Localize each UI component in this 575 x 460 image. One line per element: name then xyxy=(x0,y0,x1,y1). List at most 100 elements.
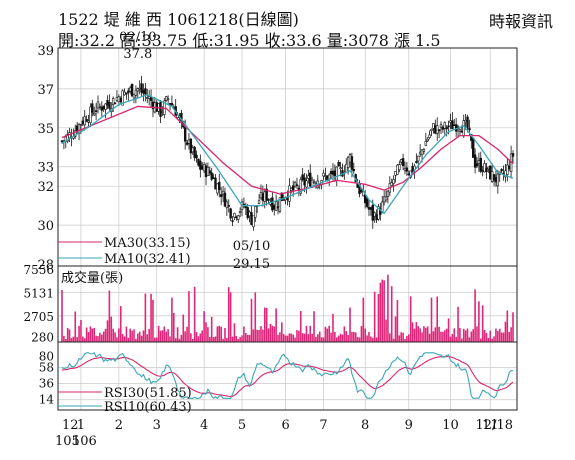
candle-body xyxy=(290,187,293,191)
candle-body xyxy=(87,120,90,123)
price-y-tick: 33 xyxy=(37,161,54,176)
candle-body xyxy=(250,212,253,225)
volume-bar xyxy=(235,336,238,342)
candle-body xyxy=(166,98,170,101)
volume-bar xyxy=(311,333,313,342)
x-axis-month-label: 6 xyxy=(281,418,289,433)
volume-bar xyxy=(85,327,88,342)
volume-bar xyxy=(269,323,272,342)
candle-body xyxy=(165,96,168,101)
candle-body xyxy=(371,204,374,221)
volume-bar xyxy=(136,333,139,342)
volume-bar xyxy=(288,333,291,342)
candle-body xyxy=(257,200,261,204)
ma10-legend-open: ( xyxy=(143,252,148,267)
volume-bar xyxy=(131,330,133,342)
x-axis-month-label: 8 xyxy=(361,418,369,433)
volume-bar xyxy=(197,336,200,342)
volume-bar xyxy=(320,337,323,342)
volume-bar xyxy=(112,328,114,342)
volume-bar xyxy=(489,330,492,342)
volume-bar xyxy=(237,339,240,342)
volume-bar xyxy=(353,331,355,342)
candle-body xyxy=(235,216,238,219)
volume-bar xyxy=(317,334,319,342)
volume-bar xyxy=(313,311,315,342)
volume-bar xyxy=(476,326,478,342)
volume-bar xyxy=(487,338,490,342)
volume-bar xyxy=(118,328,120,342)
volume-bar xyxy=(262,329,264,342)
candle-body xyxy=(140,83,143,93)
volume-bar xyxy=(303,333,306,342)
candle-body xyxy=(197,158,200,166)
candle-body xyxy=(386,190,390,197)
candle-body xyxy=(81,120,85,125)
candle-body xyxy=(206,167,210,176)
x-axis-month-label: 1 xyxy=(77,418,85,433)
volume-bar xyxy=(220,326,222,342)
candle-body xyxy=(479,157,482,172)
volume-bar xyxy=(470,331,473,342)
volume-bar xyxy=(508,331,511,342)
panel-frames xyxy=(57,47,518,411)
candle-body xyxy=(96,101,100,109)
volume-bar xyxy=(245,333,247,342)
volume-bar xyxy=(332,313,334,342)
candle-body xyxy=(439,124,443,128)
volume-bar xyxy=(493,336,495,342)
candle-body xyxy=(208,170,212,174)
candle-body xyxy=(204,165,208,178)
volume-bar xyxy=(415,322,418,342)
candle-body xyxy=(138,87,141,90)
candle-body xyxy=(473,154,477,168)
volume-bar xyxy=(449,336,452,342)
candle-body xyxy=(74,130,77,137)
candle-body xyxy=(295,184,299,187)
candle-body xyxy=(329,170,333,174)
candle-body xyxy=(134,89,138,96)
volume-bar xyxy=(453,328,456,342)
candle-body xyxy=(132,93,136,99)
candle-body xyxy=(363,194,367,204)
volume-bar xyxy=(491,338,493,342)
chart-title: 1522 堤 維 西 1061218(日線圖) xyxy=(58,10,299,29)
volume-bar xyxy=(472,329,475,342)
volume-bar xyxy=(464,330,467,342)
volume-bar xyxy=(82,336,84,342)
volume-bar xyxy=(385,319,387,342)
volume-bar xyxy=(445,328,448,342)
volume-bar xyxy=(246,334,249,342)
candle-body xyxy=(195,154,198,159)
rsi10-legend-value: 60.43 xyxy=(149,400,186,415)
candle-body xyxy=(490,171,494,182)
volume-bar xyxy=(409,296,412,342)
volume-bar xyxy=(222,338,224,342)
candle-body xyxy=(303,177,306,186)
candle-body xyxy=(401,158,405,166)
candle-body xyxy=(219,194,223,197)
candle-body xyxy=(159,101,162,117)
volume-bar xyxy=(417,326,420,342)
candle-body xyxy=(345,163,348,173)
volume-bar xyxy=(91,328,94,342)
candle-body xyxy=(278,197,282,212)
candle-body xyxy=(291,185,295,191)
candle-body xyxy=(93,112,96,116)
rsi30-legend-close: ) xyxy=(187,386,192,401)
volume-bar xyxy=(411,322,414,342)
x-axis-year-label: 105 xyxy=(55,434,80,449)
candle-body xyxy=(259,192,263,199)
candle-body xyxy=(155,102,158,112)
data-source: 時報資訊 xyxy=(488,12,553,31)
candle-body xyxy=(288,185,291,202)
volume-bar xyxy=(459,327,461,342)
ma30-line xyxy=(61,105,514,195)
candle-body xyxy=(453,124,456,127)
volume-bar xyxy=(135,338,137,342)
candle-body xyxy=(443,122,446,129)
volume-bar xyxy=(256,329,258,342)
volume-bar xyxy=(209,336,211,342)
candle-body xyxy=(274,201,278,211)
candle-body xyxy=(405,167,409,172)
